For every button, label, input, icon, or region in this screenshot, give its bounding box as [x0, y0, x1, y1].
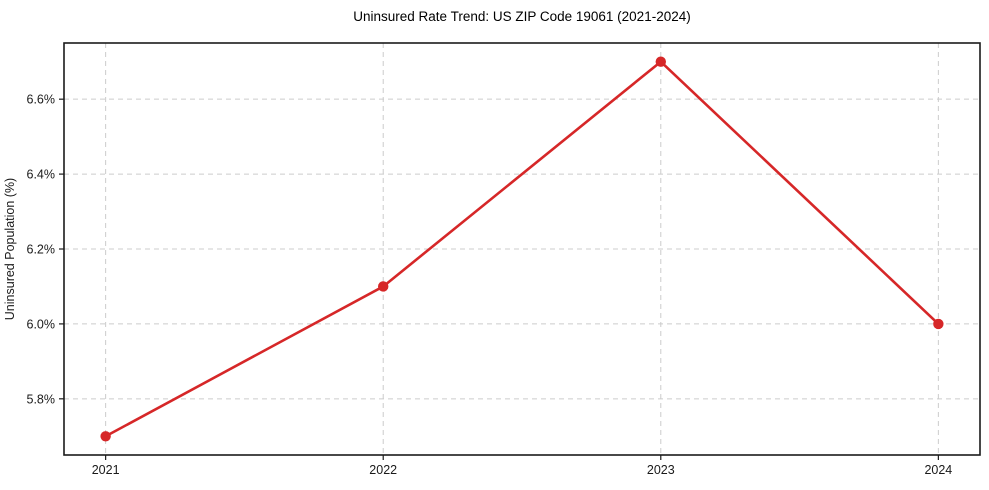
y-tick-label: 5.8%	[27, 392, 56, 406]
gridlines	[64, 43, 980, 455]
trend-line	[104, 60, 940, 438]
data-series	[100, 56, 944, 442]
y-tick-label: 6.0%	[27, 317, 56, 331]
y-tick-label: 6.2%	[27, 243, 56, 257]
axes: 2021 2022 2023 2024 5.8% 6.0% 6.2% 6.4% 6.6%	[27, 42, 981, 477]
chart-title: Uninsured Rate Trend: US ZIP Code 19061 …	[353, 9, 690, 24]
data-point-marker	[378, 281, 389, 292]
x-tick-label: 2023	[647, 463, 675, 477]
axis-frame	[63, 42, 981, 456]
data-point-marker	[655, 56, 666, 67]
data-point-marker	[933, 318, 944, 330]
x-tick-label: 2024	[924, 463, 952, 477]
data-point-marker	[100, 431, 111, 442]
axis-labels: Uninsured Rate Trend: US ZIP Code 19061 …	[3, 9, 691, 320]
x-tick-label: 2021	[92, 463, 120, 477]
x-tick-label: 2022	[369, 463, 397, 477]
y-tick-label: 6.4%	[27, 168, 56, 182]
y-tick-label: 6.6%	[27, 93, 56, 107]
y-axis-title: Uninsured Population (%)	[3, 178, 17, 320]
